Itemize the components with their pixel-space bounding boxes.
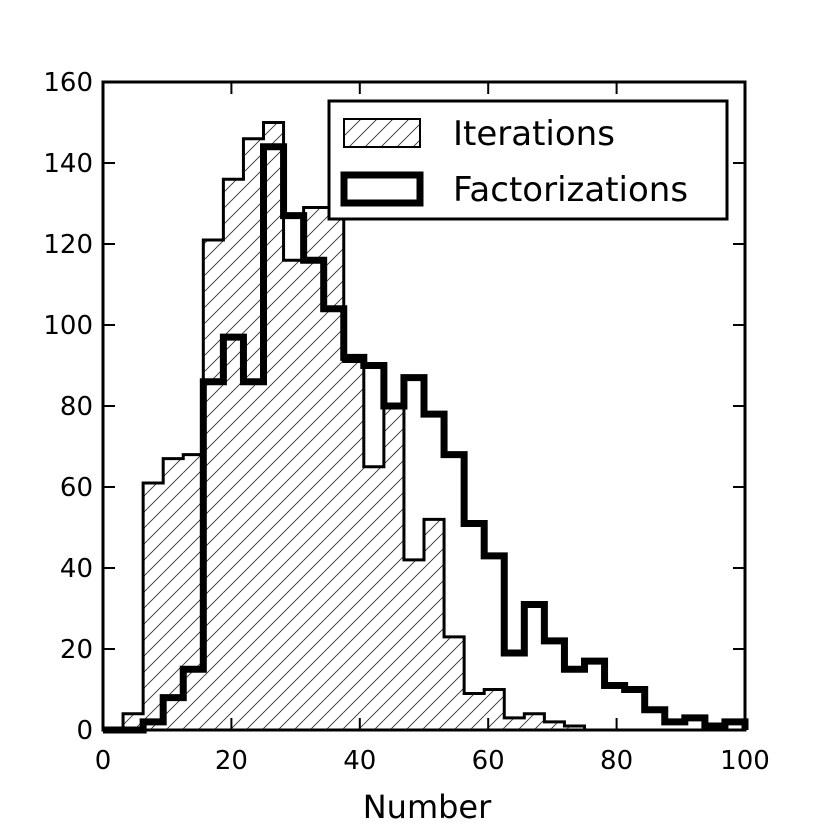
y-tick-label: 80 (60, 392, 93, 422)
y-tick-label: 0 (76, 716, 93, 746)
iterations-bar (123, 713, 144, 730)
iterations-bar (143, 482, 164, 730)
x-tick-label: 40 (343, 746, 376, 776)
x-tick-label: 60 (472, 746, 505, 776)
iterations-bar (243, 138, 264, 730)
iterations-bar (403, 559, 424, 730)
legend-label-factorizations: Factorizations (453, 170, 688, 210)
x-tick-label: 100 (720, 746, 770, 776)
iterations-bar (303, 207, 324, 731)
y-tick-label: 100 (43, 311, 93, 341)
iterations-bar (363, 466, 384, 730)
y-tick-label: 40 (60, 554, 93, 584)
iterations-bar (283, 260, 304, 730)
y-tick-label: 120 (43, 230, 93, 260)
iterations-bar (223, 179, 244, 730)
x-axis-title: Number (363, 788, 492, 826)
legend: Iterations Factorizations (327, 99, 729, 221)
iterations-bar (323, 207, 344, 731)
iterations-bar (203, 239, 224, 730)
y-tick-labels: 0 20 40 60 80 100 120 140 160 (43, 68, 93, 746)
iterations-bar (383, 406, 404, 730)
legend-label-iterations: Iterations (453, 114, 615, 154)
iterations-bar (444, 636, 465, 730)
iterations-bar (343, 361, 364, 730)
x-tick-label: 0 (95, 746, 112, 776)
y-tick-label: 60 (60, 473, 93, 503)
iterations-bar (464, 693, 485, 730)
iterations-bar (263, 122, 284, 730)
iterations-bar (524, 713, 545, 730)
y-tick-label: 140 (43, 149, 93, 179)
iterations-bar (504, 717, 525, 730)
factorizations-outline (103, 143, 749, 734)
x-tick-labels: 0 20 40 60 80 100 (95, 746, 770, 776)
x-tick-label: 80 (600, 746, 633, 776)
x-tick-label: 20 (215, 746, 248, 776)
iterations-bar (163, 458, 184, 730)
series-iterations (103, 121, 745, 732)
plot-area (103, 121, 749, 734)
legend-swatch-iterations (343, 118, 421, 148)
iterations-bar (424, 519, 445, 730)
iterations-bar (564, 725, 585, 730)
y-tick-label: 160 (43, 68, 93, 98)
legend-swatch-factorizations (340, 171, 424, 207)
y-tick-label: 20 (60, 635, 93, 665)
iterations-bar (183, 454, 204, 730)
series-factorizations (103, 143, 749, 734)
axis-ticks (102, 81, 746, 731)
iterations-bar (544, 721, 565, 730)
iterations-bar (484, 689, 505, 730)
